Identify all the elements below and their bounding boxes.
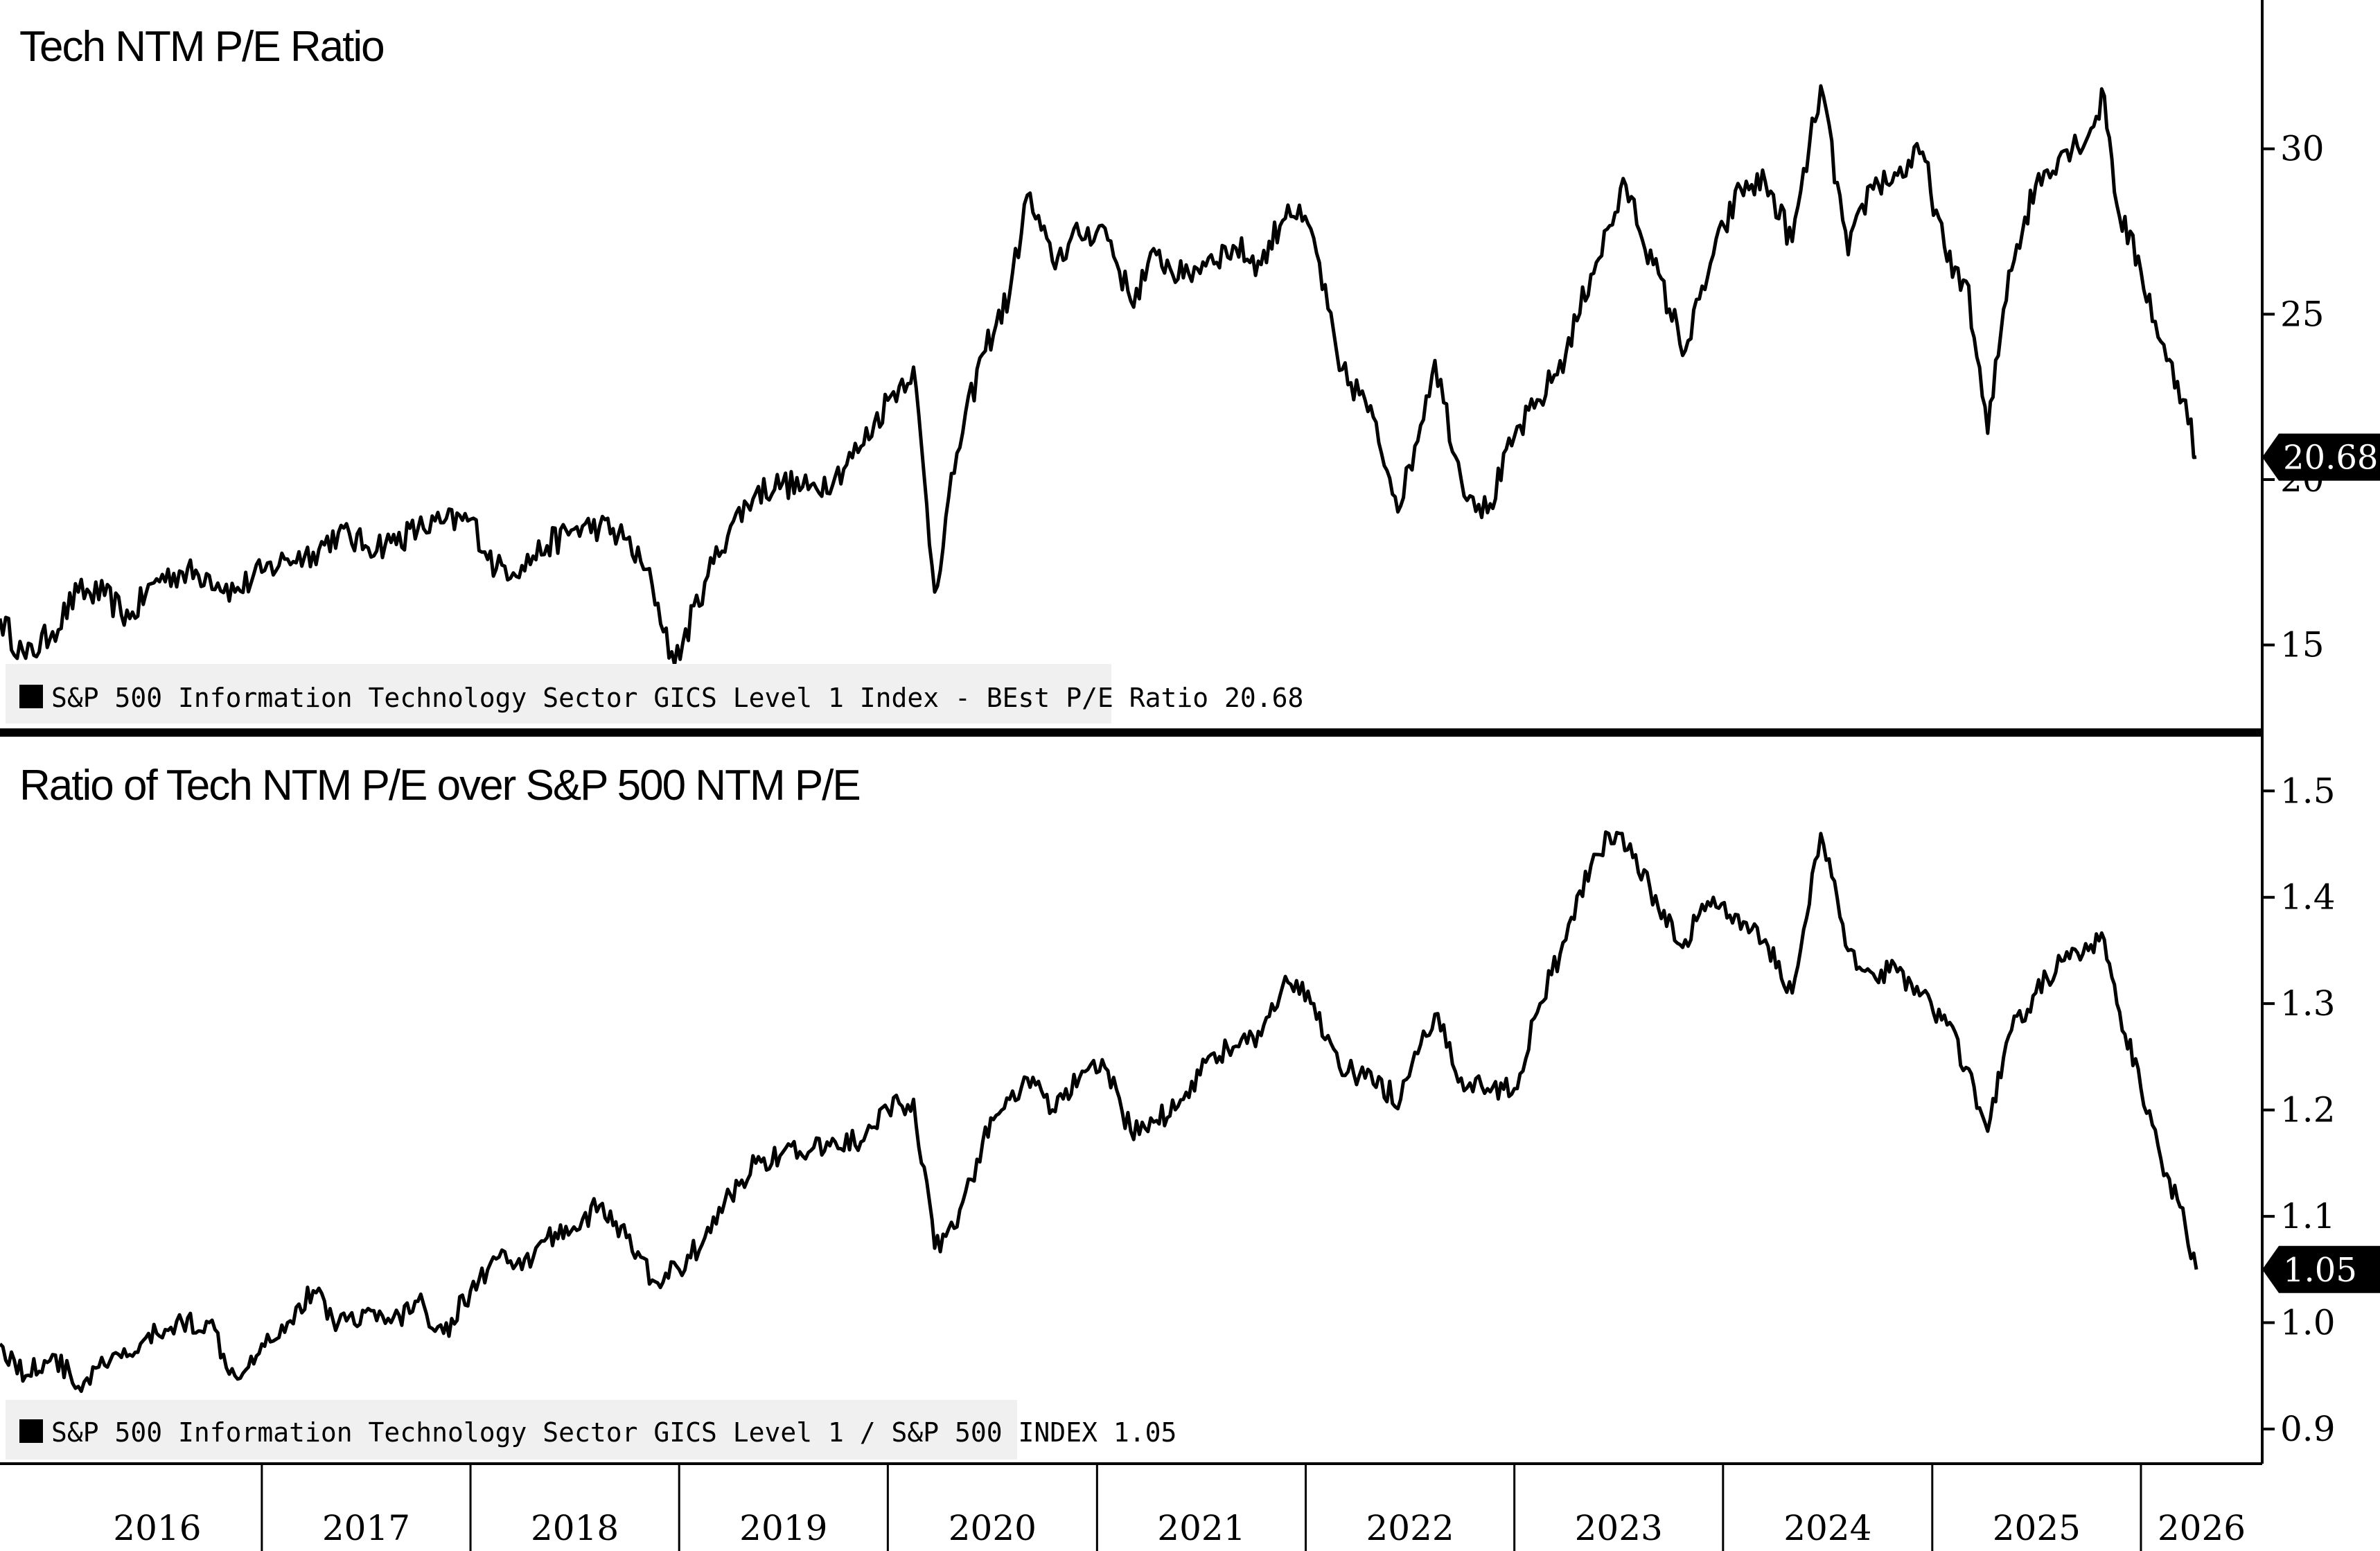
- year-label: 2026: [2158, 1508, 2246, 1548]
- panel-top: Tech NTM P/E Ratio 15202530 20.68 S&P 50…: [0, 23, 2380, 724]
- y-tick-label: 1.1: [2280, 1196, 2336, 1236]
- year-label: 2016: [113, 1508, 201, 1548]
- y-tick-label: 1.0: [2280, 1303, 2336, 1343]
- y-tick-label: 25: [2280, 294, 2325, 334]
- year-label: 2022: [1366, 1508, 1454, 1548]
- year-label: 2023: [1575, 1508, 1663, 1548]
- y-tick-label: 30: [2280, 129, 2325, 169]
- year-label: 2020: [949, 1508, 1037, 1548]
- last-value-badge: [2262, 1245, 2380, 1293]
- last-value-label: 20.68: [2283, 439, 2378, 477]
- y-tick-label: 0.9: [2280, 1409, 2336, 1449]
- year-label: 2019: [739, 1508, 827, 1548]
- series-line: [0, 830, 2198, 1393]
- y-tick-label: 1.2: [2280, 1090, 2336, 1130]
- panel-bottom-legend: S&P 500 Information Technology Sector GI…: [6, 1400, 1176, 1460]
- panel-bottom-series: [0, 830, 2198, 1393]
- panel-top-legend-label: S&P 500 Information Technology Sector GI…: [51, 683, 1303, 713]
- last-value-badge: [2262, 433, 2380, 481]
- y-tick-label: 1.5: [2280, 771, 2336, 811]
- series-line: [0, 84, 2197, 667]
- panel-bottom-last-value-tag: 1.05: [2262, 1245, 2380, 1293]
- panel-bottom: Ratio of Tech NTM P/E over S&P 500 NTM P…: [0, 762, 2380, 1460]
- panel-bottom-y-axis: 0.9 1.0 1.1 1.2 1.3 1.4 1.5: [2262, 771, 2336, 1449]
- y-tick-label: 1.3: [2280, 983, 2336, 1024]
- year-label: 2017: [322, 1508, 410, 1548]
- panel-bottom-legend-label: S&P 500 Information Technology Sector GI…: [51, 1417, 1176, 1448]
- panel-top-series: [0, 84, 2197, 667]
- panel-top-last-value-tag: 20.68: [2262, 433, 2380, 481]
- x-axis: 2016 2017 2018 2019 2020 2021 2022 2023 2024 2025…: [113, 1464, 2246, 1551]
- last-value-label: 1.05: [2283, 1251, 2357, 1290]
- panel-top-title: Tech NTM P/E Ratio: [19, 23, 384, 71]
- panel-divider: [0, 728, 2262, 737]
- legend-swatch: [19, 1419, 43, 1443]
- panel-top-legend: S&P 500 Information Technology Sector GI…: [6, 664, 1303, 724]
- year-label: 2018: [531, 1508, 619, 1548]
- year-label: 2021: [1157, 1508, 1245, 1548]
- panel-bottom-title: Ratio of Tech NTM P/E over S&P 500 NTM P…: [19, 762, 860, 809]
- legend-swatch: [19, 685, 43, 708]
- y-tick-label: 15: [2280, 625, 2325, 665]
- year-label: 2025: [1993, 1508, 2081, 1548]
- y-tick-label: 1.4: [2280, 877, 2336, 918]
- year-label: 2024: [1783, 1508, 1871, 1548]
